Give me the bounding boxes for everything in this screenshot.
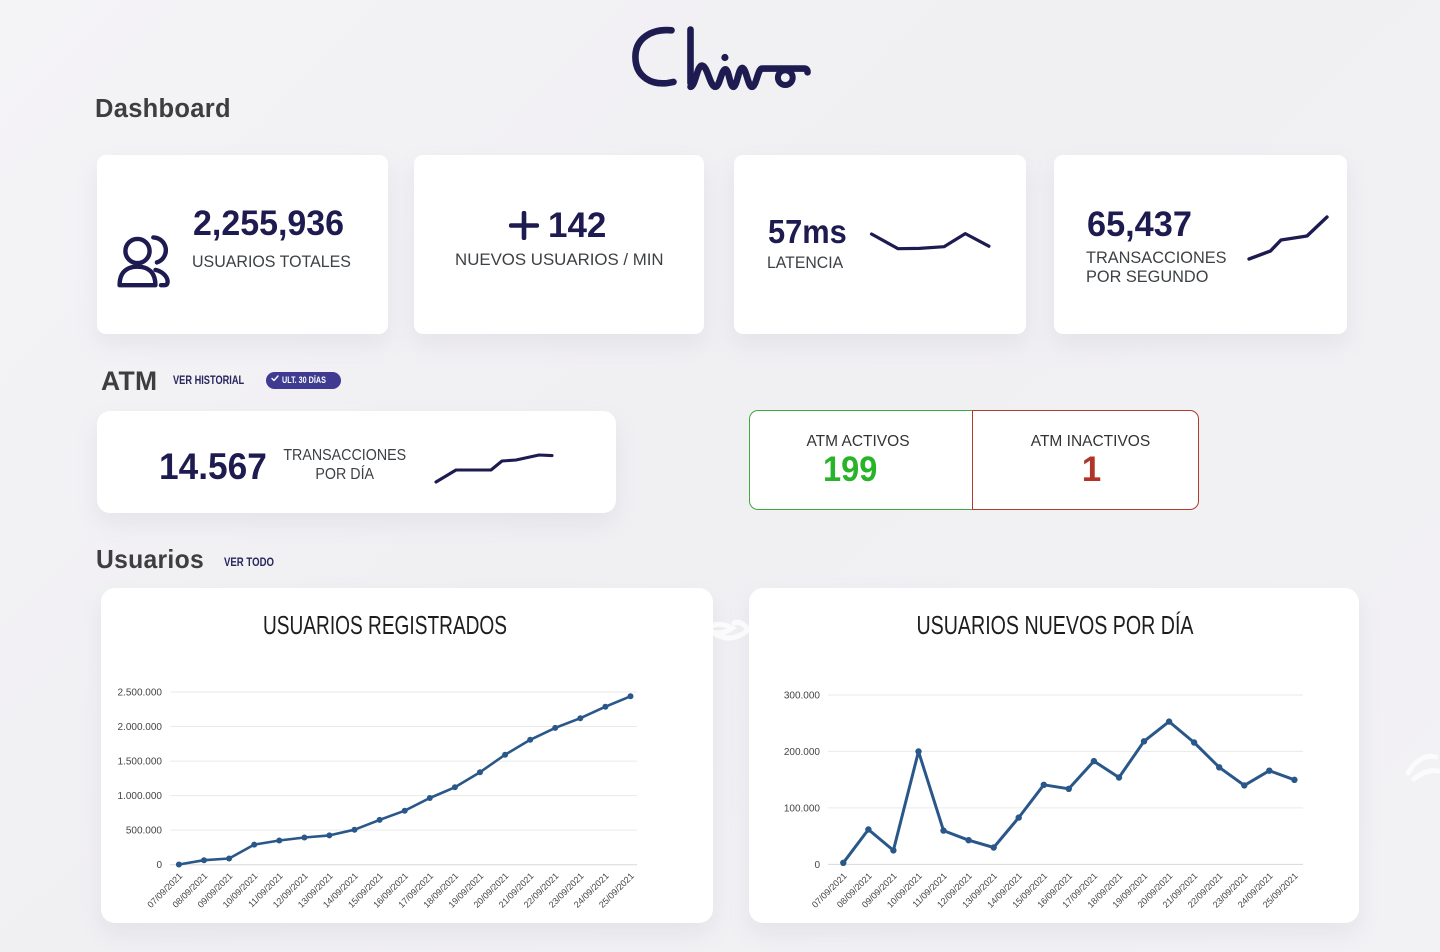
svg-text:500.000: 500.000 bbox=[126, 826, 163, 837]
svg-text:1.000.000: 1.000.000 bbox=[118, 791, 163, 802]
svg-text:100.000: 100.000 bbox=[784, 803, 821, 814]
svg-text:0: 0 bbox=[814, 860, 820, 871]
svg-text:1.500.000: 1.500.000 bbox=[118, 757, 163, 768]
svg-text:0: 0 bbox=[156, 860, 162, 871]
svg-text:200.000: 200.000 bbox=[784, 747, 821, 758]
svg-text:2.500.000: 2.500.000 bbox=[118, 688, 163, 699]
svg-text:USUARIOS REGISTRADOS: USUARIOS REGISTRADOS bbox=[263, 610, 507, 640]
svg-text:2.000.000: 2.000.000 bbox=[118, 722, 163, 733]
svg-text:300.000: 300.000 bbox=[784, 691, 821, 702]
svg-text:USUARIOS NUEVOS POR DÍA: USUARIOS NUEVOS POR DÍA bbox=[917, 610, 1194, 640]
